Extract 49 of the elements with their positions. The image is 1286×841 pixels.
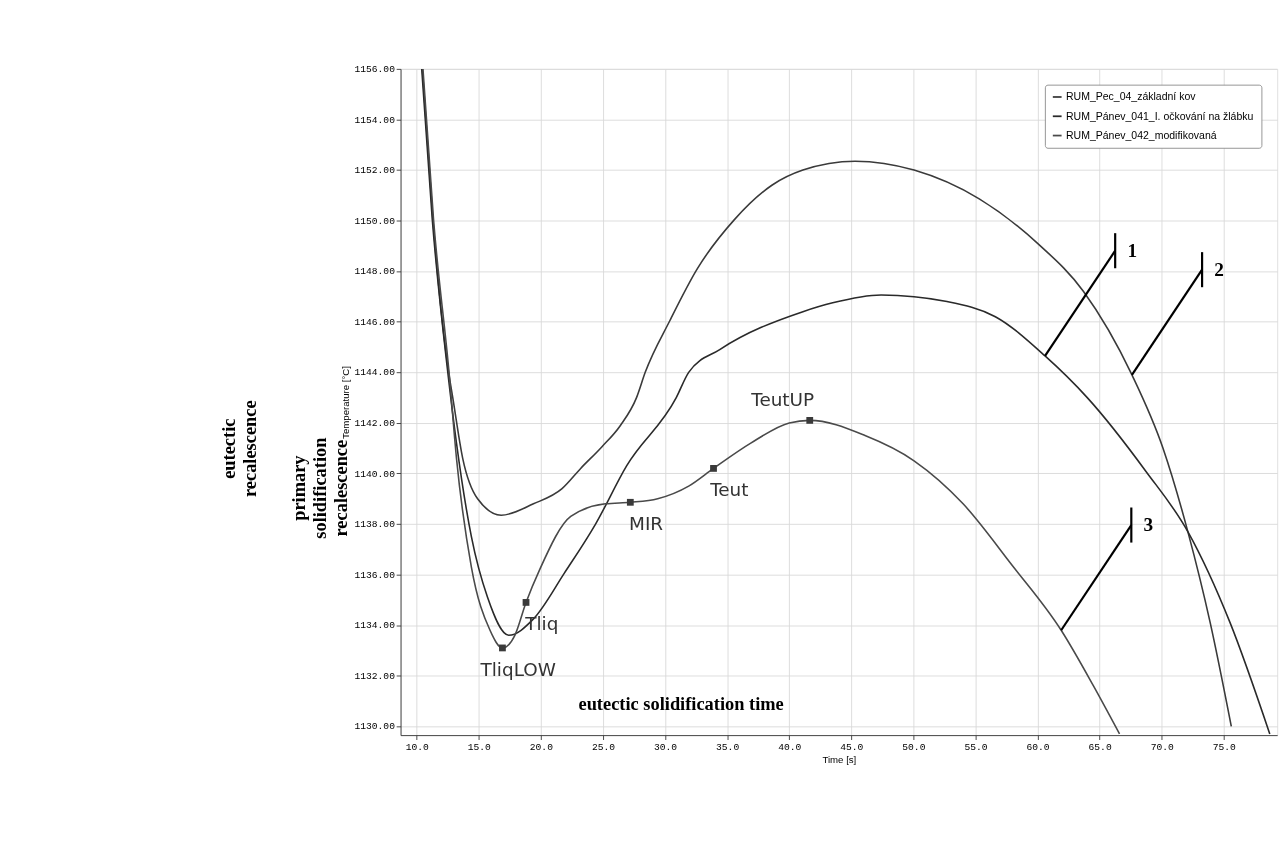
annotation: Teut [709,479,749,501]
y-tick-label: 1130.00 [354,721,396,733]
y-tick-label: 1136.00 [354,569,396,581]
point [806,416,814,424]
legend-label: RUM_Pánev_042_modifikovaná [1065,129,1217,142]
annotation: MIR [629,513,664,535]
x-tick-label: 70.0 [1150,741,1174,753]
y-tick-label: 1154.00 [354,114,396,126]
y-tick-label: 1144.00 [354,367,396,379]
legend-label: RUM_Pec_04_základní kov [1065,90,1197,103]
text: primary solidification recalescence [289,437,352,539]
x-axis-title: Time [s] [822,753,857,765]
x-tick-label: 75.0 [1212,741,1237,753]
annotation: TeutUP [750,389,815,411]
point [499,644,506,652]
x-tick-label: 10.0 [405,741,429,753]
point [522,599,530,606]
y-tick-label: 1156.00 [354,64,396,75]
x-tick-label: 20.0 [529,741,554,753]
x-tick-label: 55.0 [964,741,988,753]
y-tick-label: 1140.00 [354,468,396,480]
x-tick-label: 35.0 [716,741,740,753]
annotation: eutectic solidification time [578,693,784,714]
y-tick-label: 1152.00 [354,165,396,177]
x-tick-label: 30.0 [653,741,678,753]
y-tick-label: 1142.00 [354,417,396,429]
y-tick-label: 1132.00 [354,670,396,682]
x-tick-label: 45.0 [840,741,864,753]
point [710,465,717,472]
y-tick-label: 1138.00 [354,519,396,531]
x-tick-label: 65.0 [1088,741,1112,753]
x-tick-label: 60.0 [1026,741,1050,753]
x-tick-label: 50.0 [902,741,926,753]
x-tick-label: 15.0 [467,741,492,753]
y-tick-label: 1146.00 [354,316,396,328]
point [626,498,634,506]
y-tick-label: 1134.00 [354,620,396,632]
annotation: 3 [1143,514,1154,536]
y-tick-label: 1148.00 [354,266,396,278]
y-axis-title: Temperature [°C] [340,366,352,439]
y-tick-label: 1150.00 [354,215,396,227]
x-tick-label: 40.0 [778,741,802,753]
legend-label: RUM_Pánev_041_I. očkování na žlábku [1065,109,1254,122]
annotation: 2 [1214,258,1224,280]
annotation: Tliq [524,613,559,635]
annotation: 1 [1127,239,1138,261]
x-tick-label: 25.0 [591,741,616,753]
annotation: TliqLOW [479,658,556,680]
text: eutectic recalescence [218,400,260,498]
